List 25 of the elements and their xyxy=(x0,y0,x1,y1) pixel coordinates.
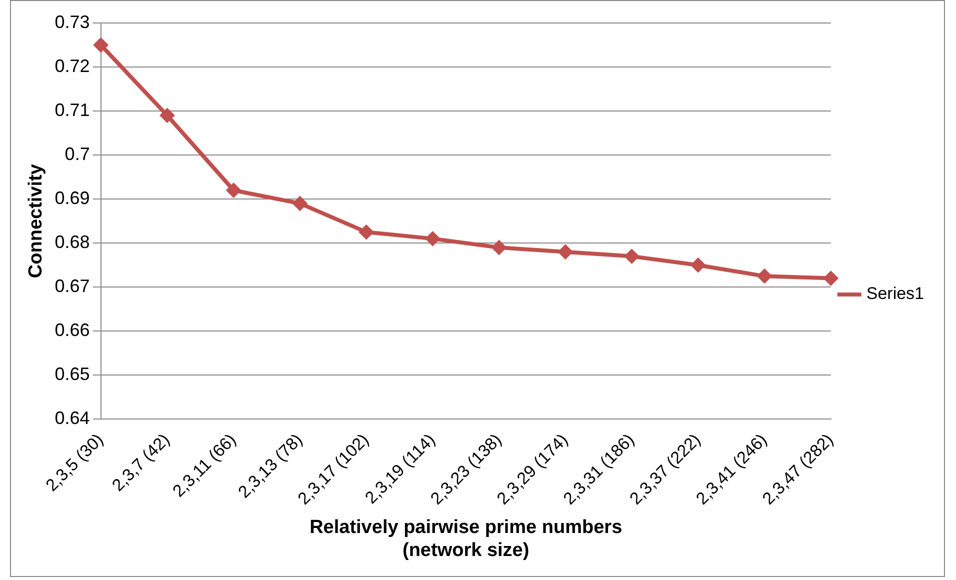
point xyxy=(823,270,838,286)
y-tick-label: 0.69 xyxy=(54,188,90,208)
y-axis-title: Connectivity xyxy=(26,164,47,278)
point xyxy=(558,244,573,260)
point xyxy=(756,268,772,284)
point xyxy=(160,108,175,123)
point xyxy=(226,182,242,198)
point xyxy=(690,258,706,273)
point xyxy=(292,196,308,211)
y-tick-label: 0.67 xyxy=(54,276,90,296)
y-tick-label: 0.66 xyxy=(54,320,90,340)
point xyxy=(492,240,507,255)
point xyxy=(425,231,440,246)
y-tick-label: 0.72 xyxy=(54,56,90,76)
point xyxy=(624,248,640,264)
point xyxy=(358,224,374,240)
y-tick-label: 0.7 xyxy=(64,144,90,164)
y-tick-label: 0.73 xyxy=(54,12,90,32)
y-tick-label: 0.71 xyxy=(54,100,90,120)
y-tick-label: 0.68 xyxy=(54,232,90,252)
legend-label: Series1 xyxy=(866,284,924,304)
y-tick-label: 0.64 xyxy=(54,408,90,428)
x-axis-title: Relatively pairwise prime numbers (network size) xyxy=(310,517,622,561)
point xyxy=(93,38,108,53)
y-tick-label: 0.65 xyxy=(54,364,90,384)
